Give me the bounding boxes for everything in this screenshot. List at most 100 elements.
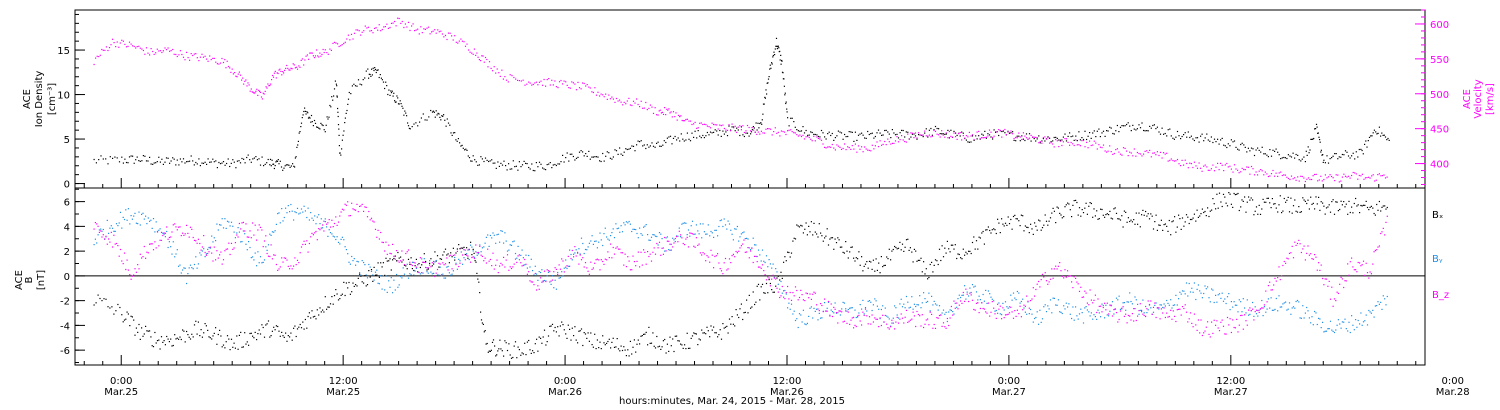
bottom-series-Bx-point [1352,212,1354,214]
top-series-1-point [904,140,906,143]
top-series-0-point [1136,128,1138,130]
top-series-1-point [337,43,339,45]
bottom-series-By-point [579,253,581,255]
bottom-series-Bz-point [886,323,888,325]
bottom-series-Bx-point [804,228,806,230]
top-series-0-point [457,138,459,140]
bottom-series-Bz-point [765,279,768,281]
bottom-series-Bz-point [894,328,896,330]
top-series-0-point [797,130,799,132]
bottom-series-By-point [133,215,135,217]
top-series-0-point [390,90,392,92]
bottom-series-By-point [1292,306,1295,308]
bottom-series-Bx-point [1287,196,1289,198]
bottom-series-Bx-point [361,281,363,283]
bottom-series-Bz-point [1064,269,1066,271]
top-series-1-point [1086,141,1088,143]
top-series-0-point [868,133,870,136]
top-series-1-point [301,58,303,60]
bottom-series-Bx-point [471,254,473,256]
bottom-series-Bz-point [1080,286,1082,288]
top-series-1-point [287,67,289,69]
bottom-series-By-point [287,205,289,207]
top-series-1-point [370,30,373,32]
bottom-series-Bz-point [1038,280,1040,283]
top-series-1-point [245,79,247,81]
bottom-series-Bx-point [966,253,968,255]
bottom-series-Bz-point [525,263,527,265]
top-left-axis-label: ACE Ion Density [cm⁻³] [22,71,58,128]
bottom-series-Bx-point [431,265,433,267]
top-series-0-point [1183,134,1185,136]
bottom-series-By-point [282,220,284,222]
bottom-series-Bx-point [857,258,859,260]
top-series-1-point [1235,168,1237,170]
bottom-series-By-point [1263,306,1265,308]
top-series-1-point [1189,162,1191,164]
bottom-series-Bx-point [577,342,579,344]
top-series-0-point [750,133,752,135]
bottom-series-Bx-point [101,300,103,302]
bottom-series-By-point [566,267,568,270]
bottom-series-Bz-point [1215,324,1217,326]
bottom-series-By-point [656,235,658,238]
top-left-tick-label: 5 [64,135,70,146]
top-series-1-point [535,81,537,83]
bottom-series-Bx-point [386,260,388,262]
top-series-1-point [411,25,413,27]
top-series-1-point [669,112,671,114]
bottom-series-By-point [558,277,560,279]
top-series-0-point [853,140,855,142]
bottom-series-Bz-point [1300,251,1302,254]
bottom-series-Bx-point [855,257,857,259]
top-series-0-point [925,128,927,130]
top-series-0-point [112,157,114,159]
bottom-series-Bz-point [421,272,423,274]
top-series-0-point [336,95,338,97]
top-series-0-point [318,127,320,129]
bottom-series-Bz-point [324,221,326,223]
bottom-series-By-point [658,232,661,234]
bottom-series-Bz-point [973,308,975,311]
top-series-1-point [1270,173,1273,175]
bottom-series-By-point [240,241,242,243]
bottom-series-Bx-point [681,344,683,346]
bottom-series-By-point [1126,301,1128,303]
bottom-series-Bz-point [119,248,122,251]
top-series-0-point [1283,156,1285,159]
bottom-series-Bx-point [1158,224,1160,226]
bottom-series-By-point [277,213,279,215]
bottom-series-By-point [1043,306,1045,308]
bottom-series-By-point [312,219,314,221]
bottom-series-Bz-point [909,319,911,321]
bottom-series-By-point [645,224,647,226]
top-series-1-point [756,133,758,135]
top-series-0-point [836,135,838,137]
top-series-1-point [531,84,533,86]
top-series-1-point [1081,140,1083,142]
top-series-1-point [799,134,801,136]
top-series-0-point [357,79,360,81]
bottom-series-By-point [1220,297,1222,299]
bottom-series-Bz-point [841,311,843,313]
bottom-series-Bx-point [1271,198,1273,200]
bottom-series-Bz-point [471,256,473,259]
bottom-series-Bx-point [464,253,466,256]
bottom-series-By-point [569,249,571,251]
top-series-1-point [363,30,365,32]
bottom-series-By-point [790,303,793,305]
bottom-series-Bz-point [1271,289,1273,291]
top-series-1-point [153,53,155,55]
top-series-0-point [899,132,901,134]
top-series-0-point [965,139,967,141]
bottom-series-Bx-point [978,236,980,238]
bottom-series-By-point [1304,312,1306,314]
x-axis: 0:00Mar.2512:00Mar.250:00Mar.2612:00Mar.… [83,178,1470,398]
top-series-0-point [1338,156,1340,158]
bottom-series-Bx-point [327,306,329,308]
top-series-0-point [1012,131,1014,133]
top-series-1-point [1232,171,1234,173]
top-series-1-point [116,41,118,43]
top-series-1-point [822,143,824,145]
bottom-series-Bz-point [1261,307,1263,309]
